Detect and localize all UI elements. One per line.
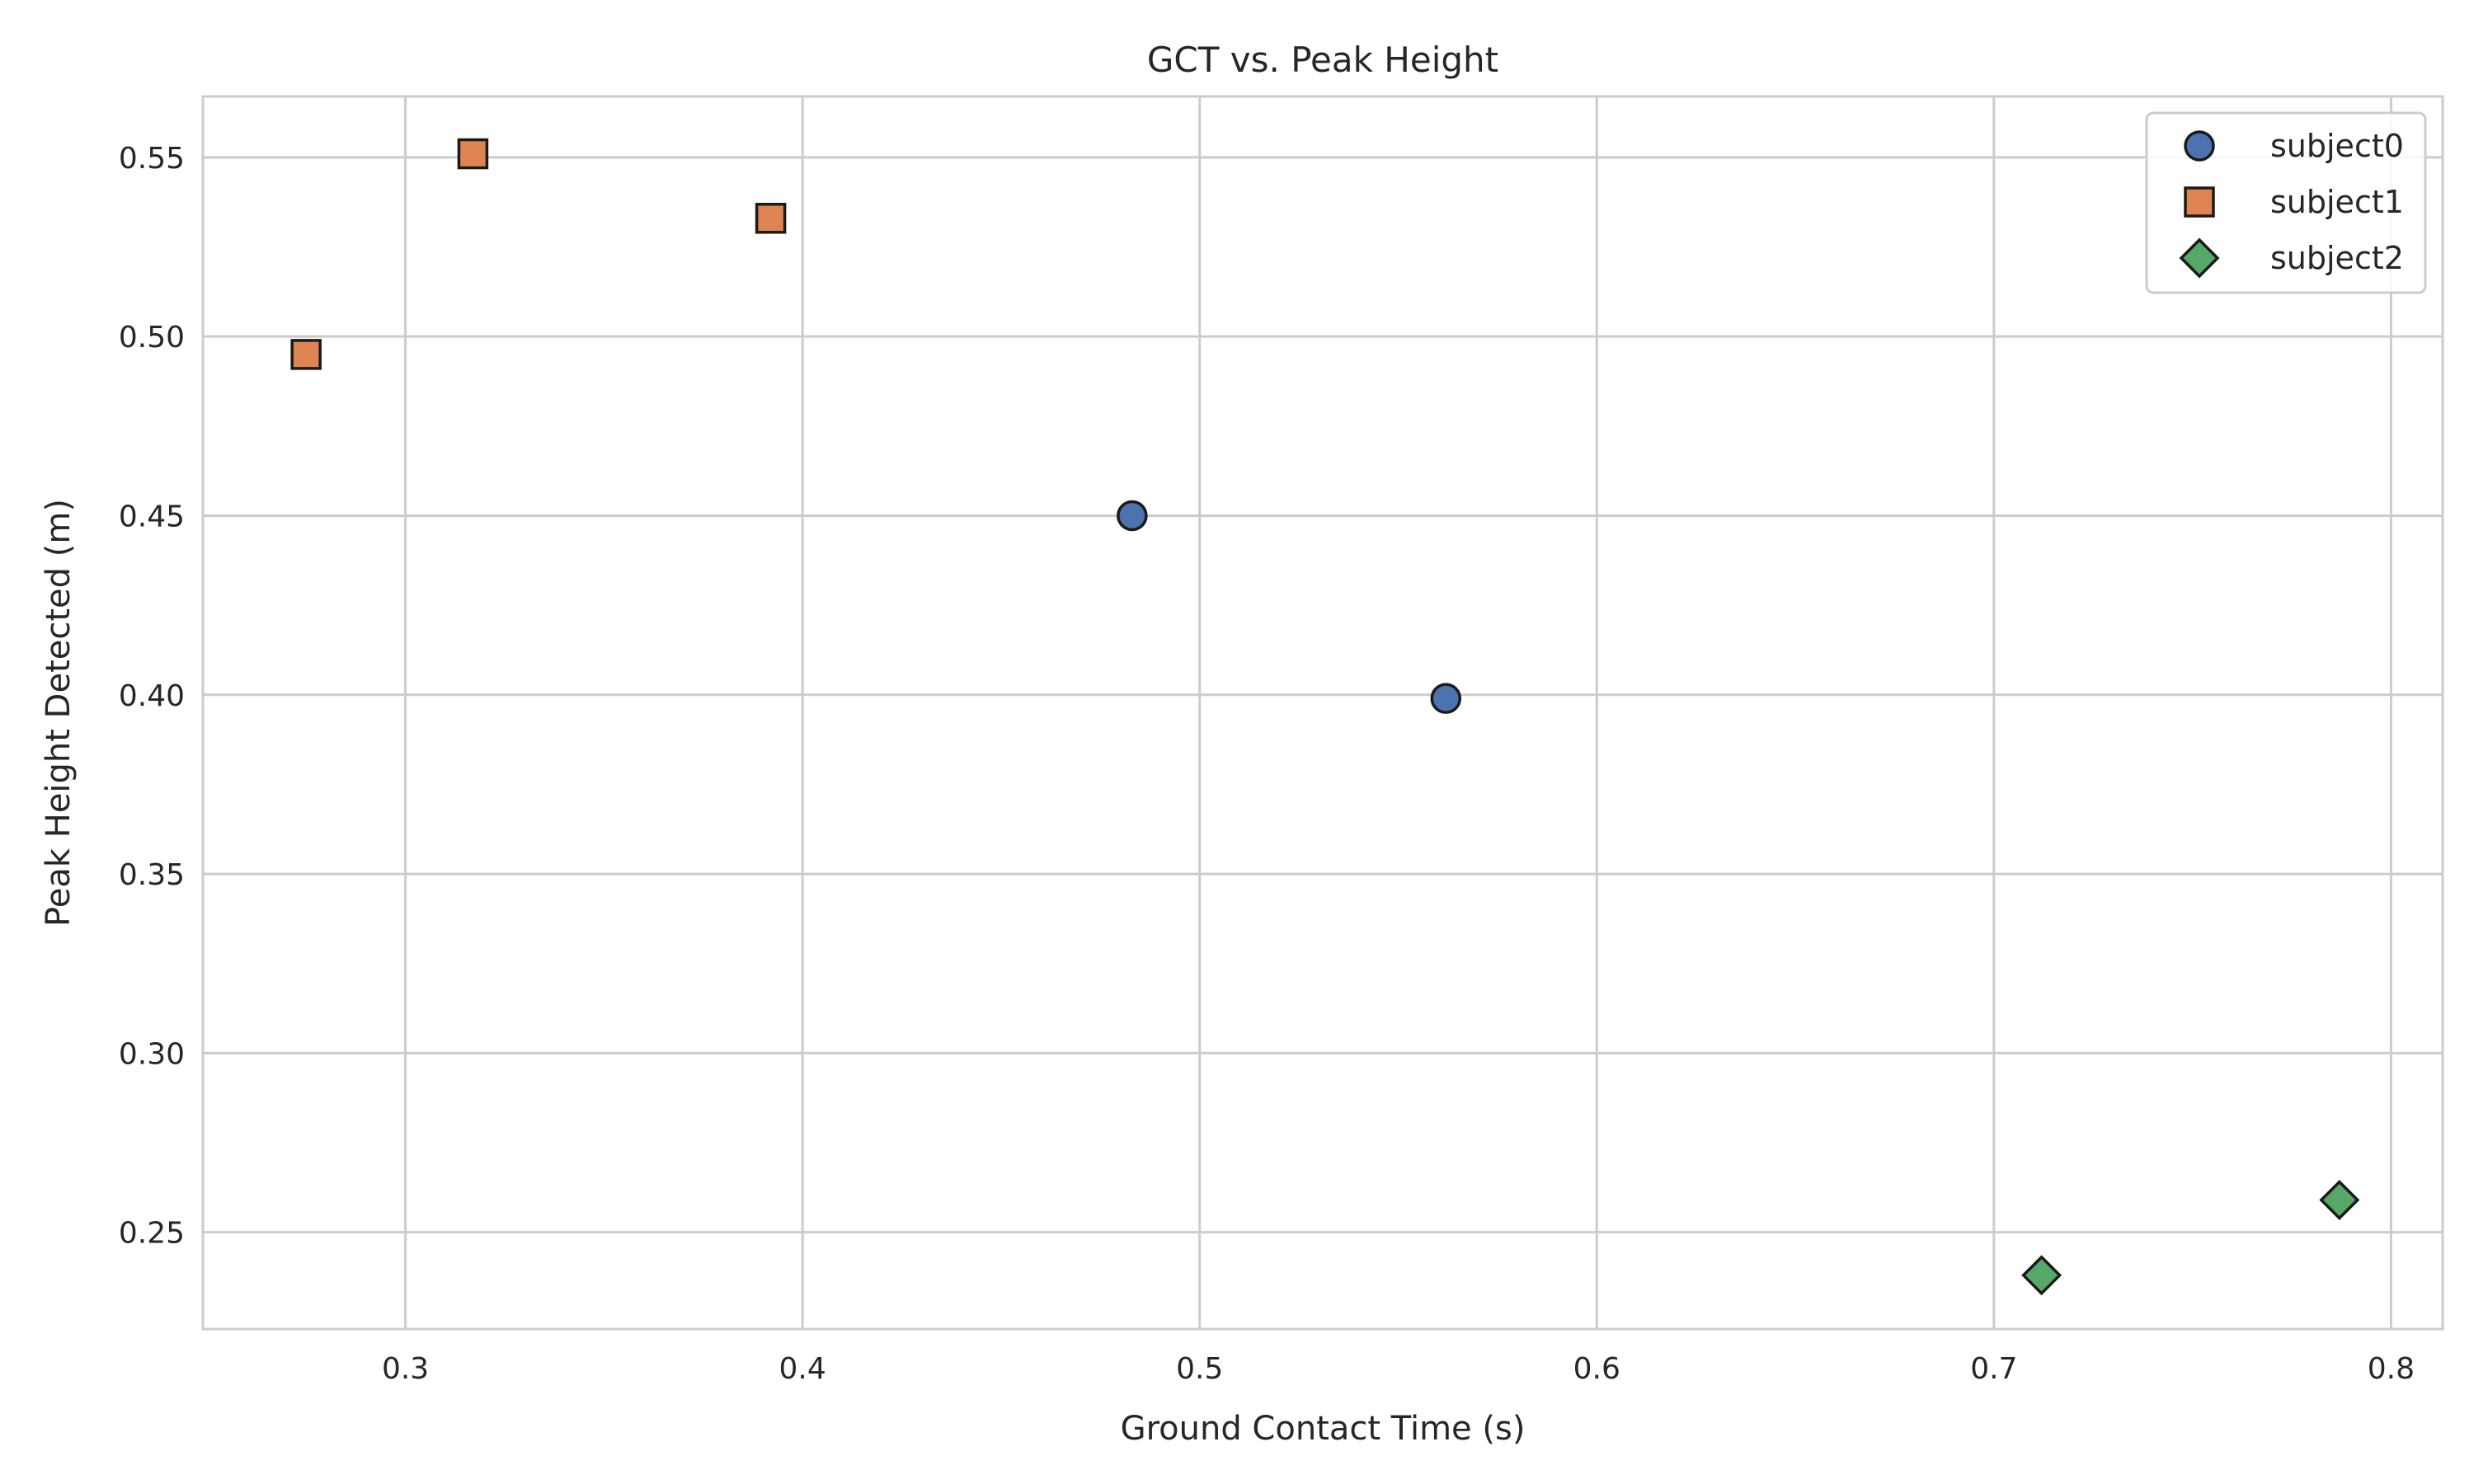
- y-tick-label: 0.55: [119, 142, 185, 176]
- legend-label: subject1: [2270, 184, 2404, 220]
- subject2-point: [2319, 1180, 2360, 1221]
- chart-title: GCT vs. Peak Height: [1147, 40, 1498, 80]
- legend-label: subject0: [2270, 128, 2404, 164]
- x-tick-label: 0.8: [2368, 1352, 2415, 1386]
- grid: [203, 96, 2443, 1329]
- subject0-point: [1117, 500, 1148, 532]
- plot-frame: [201, 95, 2444, 1331]
- legend-marker-subject1: [2184, 186, 2215, 218]
- y-tick-label: 0.40: [119, 679, 185, 713]
- subject1-point: [457, 138, 489, 170]
- y-axis-label: Peak Height Detected (m): [40, 499, 78, 927]
- subject1-point: [755, 203, 787, 234]
- x-axis-label: Ground Contact Time (s): [1121, 1410, 1526, 1448]
- x-tick-label: 0.4: [779, 1352, 826, 1386]
- subject1-point: [290, 339, 322, 370]
- data-points: [290, 138, 2360, 1296]
- tick-labels: 0.3 0.4 0.5 0.6 0.7 0.8 0.25 0.30 0.35 0.40 0.45 0.…: [119, 142, 2415, 1386]
- x-tick-label: 0.5: [1176, 1352, 1223, 1386]
- legend: subject0 subject1 subject2: [2145, 111, 2427, 294]
- y-tick-label: 0.50: [119, 321, 185, 355]
- x-tick-label: 0.7: [1970, 1352, 2017, 1386]
- legend-marker-subject2: [2179, 237, 2220, 279]
- x-tick-label: 0.6: [1573, 1352, 1620, 1386]
- y-tick-label: 0.30: [119, 1037, 185, 1071]
- subject2-point: [2021, 1255, 2062, 1296]
- x-tick-label: 0.3: [382, 1352, 429, 1386]
- legend-label: subject2: [2270, 240, 2404, 276]
- subject0-point: [1430, 683, 1462, 714]
- y-tick-label: 0.45: [119, 500, 185, 533]
- legend-box: [2145, 111, 2427, 294]
- y-tick-label: 0.25: [119, 1217, 185, 1251]
- y-tick-label: 0.35: [119, 858, 185, 892]
- legend-marker-subject0: [2184, 130, 2215, 162]
